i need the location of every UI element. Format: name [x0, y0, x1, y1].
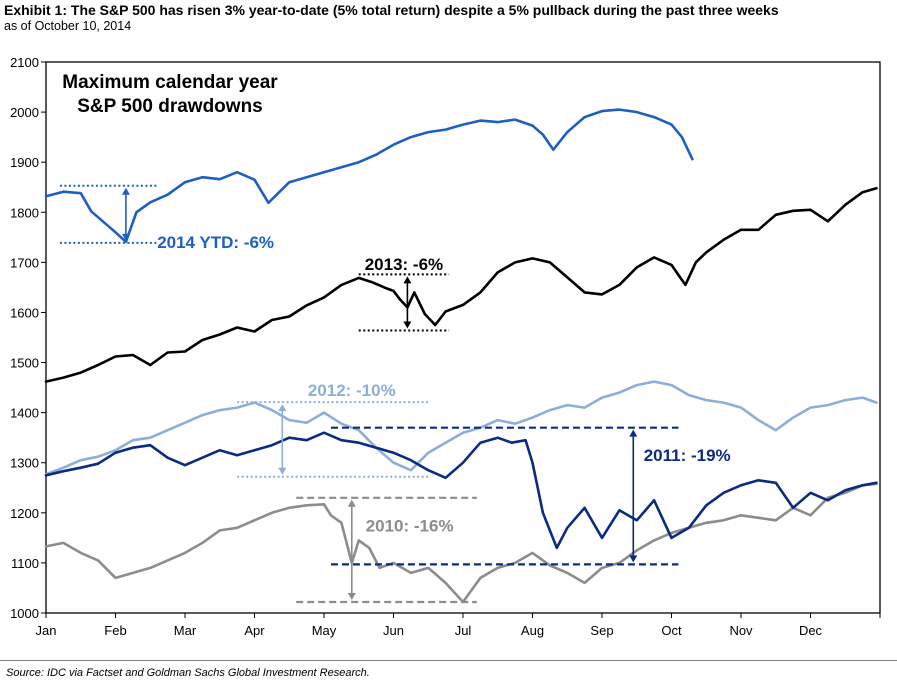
y-tick-label: 1500: [10, 356, 39, 371]
series-line-s2010: [44, 482, 878, 604]
series-line-s2014: [44, 108, 694, 244]
drawdown-arrow-head-down: [278, 467, 287, 475]
drawdown-arrow-head-up: [403, 276, 412, 284]
series-line-s2011: [44, 431, 878, 550]
series-line-s2012: [44, 380, 878, 476]
x-tick-label: Mar: [174, 623, 197, 638]
drawdown-label: 2011: -19%: [644, 446, 731, 465]
source-divider: [0, 660, 897, 661]
x-tick-label: Sep: [590, 623, 613, 638]
x-tick-label: Nov: [729, 623, 753, 638]
drawdown-arrow-head-down: [347, 592, 356, 600]
drawdown-arrow-head-down: [121, 233, 130, 241]
drawdown-arrow-head-down: [403, 321, 412, 329]
y-tick-label: 1800: [10, 205, 39, 220]
exhibit-title: Exhibit 1: The S&P 500 has risen 3% year…: [4, 2, 779, 18]
plot-area-frame: [45, 61, 881, 614]
x-tick-label: Jan: [36, 623, 57, 638]
drawdown-label: 2013: -6%: [365, 255, 443, 274]
annotation-ann2013: 2013: -6%: [358, 255, 450, 332]
annotation-layer: 2014 YTD: -6% 2013: -6% 2012: -10% 2011: -1…: [59, 184, 731, 604]
drawdown-arrow-head-up: [278, 404, 287, 412]
x-tick-label: Apr: [244, 623, 265, 638]
x-tick-label: Aug: [521, 623, 544, 638]
x-tick-label: Jul: [455, 623, 472, 638]
x-tick-label: May: [312, 623, 337, 638]
y-tick-label: 2000: [10, 105, 39, 120]
exhibit-subtitle: as of October 10, 2014: [4, 19, 132, 33]
annotation-ann2012: 2012: -10%: [237, 381, 429, 478]
annotation-ann2010: 2010: -16%: [296, 496, 477, 604]
drawdown-label: 2010: -16%: [366, 516, 454, 535]
annotation-ann2014: 2014 YTD: -6%: [59, 184, 274, 252]
drawdown-arrow-head-up: [629, 429, 638, 437]
y-axis: 1000 1100 1200 1300 1400 1500 1600 1700 1800 1900…: [10, 55, 46, 621]
x-tick-label: Jun: [383, 623, 404, 638]
drawdown-label: 2012: -10%: [308, 381, 396, 400]
y-tick-label: 1100: [11, 556, 39, 571]
chart-title-line-2: S&P 500 drawdowns: [77, 96, 263, 117]
series-layer: [44, 108, 878, 604]
y-tick-label: 2100: [10, 55, 39, 70]
y-tick-label: 1600: [10, 305, 39, 320]
source-note: Source: IDC via Factset and Goldman Sach…: [6, 667, 370, 679]
y-tick-label: 1200: [10, 506, 39, 521]
drawdown-label: 2014 YTD: -6%: [157, 233, 274, 252]
annotation-ann2011: 2011: -19%: [330, 426, 731, 566]
y-tick-label: 1000: [10, 606, 39, 621]
y-tick-label: 1400: [10, 406, 39, 421]
series-line-s2013: [44, 186, 878, 383]
x-tick-label: Dec: [799, 623, 823, 638]
chart-title-line-1: Maximum calendar year: [62, 72, 278, 93]
drawdown-arrow-head-up: [347, 499, 356, 507]
drawdown-arrow-head-down: [629, 555, 638, 563]
y-tick-label: 1900: [10, 155, 39, 170]
y-tick-label: 1700: [10, 255, 39, 270]
drawdown-arrow-head-up: [121, 187, 130, 195]
x-tick-label: Oct: [661, 623, 682, 638]
x-tick-label: Feb: [104, 623, 126, 638]
x-axis: Jan Feb Mar Apr May Jun Jul Aug Sep Oct Nov Dec: [36, 613, 881, 638]
y-tick-label: 1300: [10, 456, 39, 471]
